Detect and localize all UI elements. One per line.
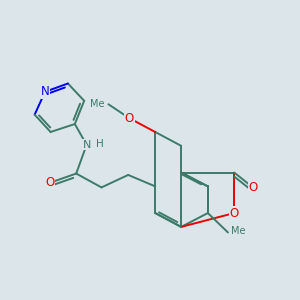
Text: H: H xyxy=(96,139,104,149)
Text: O: O xyxy=(45,176,54,189)
Text: O: O xyxy=(248,181,257,194)
Text: N: N xyxy=(82,140,91,150)
Text: O: O xyxy=(230,206,239,220)
Text: Me: Me xyxy=(231,226,246,236)
Text: N: N xyxy=(41,85,50,98)
Text: Me: Me xyxy=(90,99,104,109)
Text: O: O xyxy=(124,112,134,124)
